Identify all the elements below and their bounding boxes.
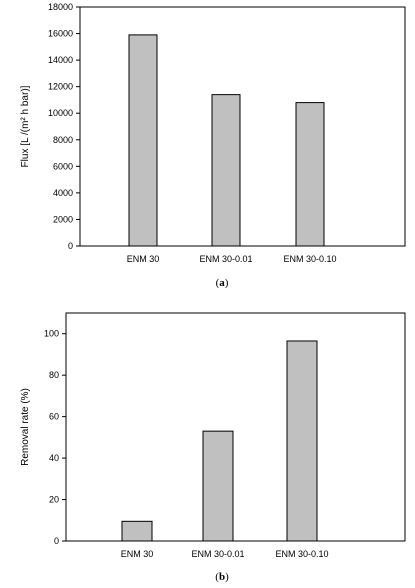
y-tick-label: 100 (44, 329, 59, 339)
bar (286, 340, 318, 542)
y-tick-label: 6000 (53, 161, 73, 171)
x-tick-label: ENM 30-0.10 (283, 254, 336, 264)
chart-flux: 0 2000 4000 6000 8000 10000 12000 14000 16000 180… (20, 2, 406, 289)
bar (211, 94, 241, 247)
plot-frame (65, 312, 406, 542)
y-axis-label: Removal rate (%) (20, 388, 31, 466)
bar (128, 34, 158, 247)
y-tick-label: 0 (68, 241, 73, 251)
caption-letter: b (219, 571, 225, 583)
caption-open-paren: ( (216, 277, 220, 289)
caption-letter: a (219, 277, 225, 289)
x-tick-label: ENM 30 (127, 254, 160, 264)
caption-open-paren: ( (215, 571, 219, 583)
y-tick-label: 20 (49, 495, 59, 505)
y-tick-label: 12000 (48, 82, 73, 92)
chart-removal-rate: 0 20 40 60 80 100 ENM 30 ENM 30-0.01 ENM 30-0.10… (20, 312, 406, 583)
panel-caption: (b) (215, 571, 229, 583)
caption-close-paren: ) (225, 277, 229, 289)
y-tick-label: 80 (49, 370, 59, 380)
y-tick-label: 18000 (48, 2, 73, 12)
y-axis-label: Flux [L /(m² h bar)] (20, 85, 31, 167)
x-tick-label: ENM 30-0.10 (275, 549, 328, 559)
panel-caption: (a) (216, 277, 229, 289)
bar (202, 430, 234, 542)
y-tick-label: 60 (49, 412, 59, 422)
y-tick-label: 10000 (48, 108, 73, 118)
y-tick-label: 0 (54, 536, 59, 546)
plot-frame (79, 6, 406, 247)
y-tick-label: 2000 (53, 214, 73, 224)
x-tick-label: ENM 30 (121, 549, 154, 559)
x-tick-label: ENM 30-0.01 (191, 549, 244, 559)
y-tick-label: 14000 (48, 55, 73, 65)
caption-close-paren: ) (225, 571, 229, 583)
x-tick-label: ENM 30-0.01 (199, 254, 252, 264)
bar (295, 102, 325, 247)
y-tick-label: 8000 (53, 135, 73, 145)
y-tick-label: 40 (49, 453, 59, 463)
bar (121, 520, 153, 542)
y-tick-label: 16000 (48, 29, 73, 39)
y-tick-label: 4000 (53, 188, 73, 198)
